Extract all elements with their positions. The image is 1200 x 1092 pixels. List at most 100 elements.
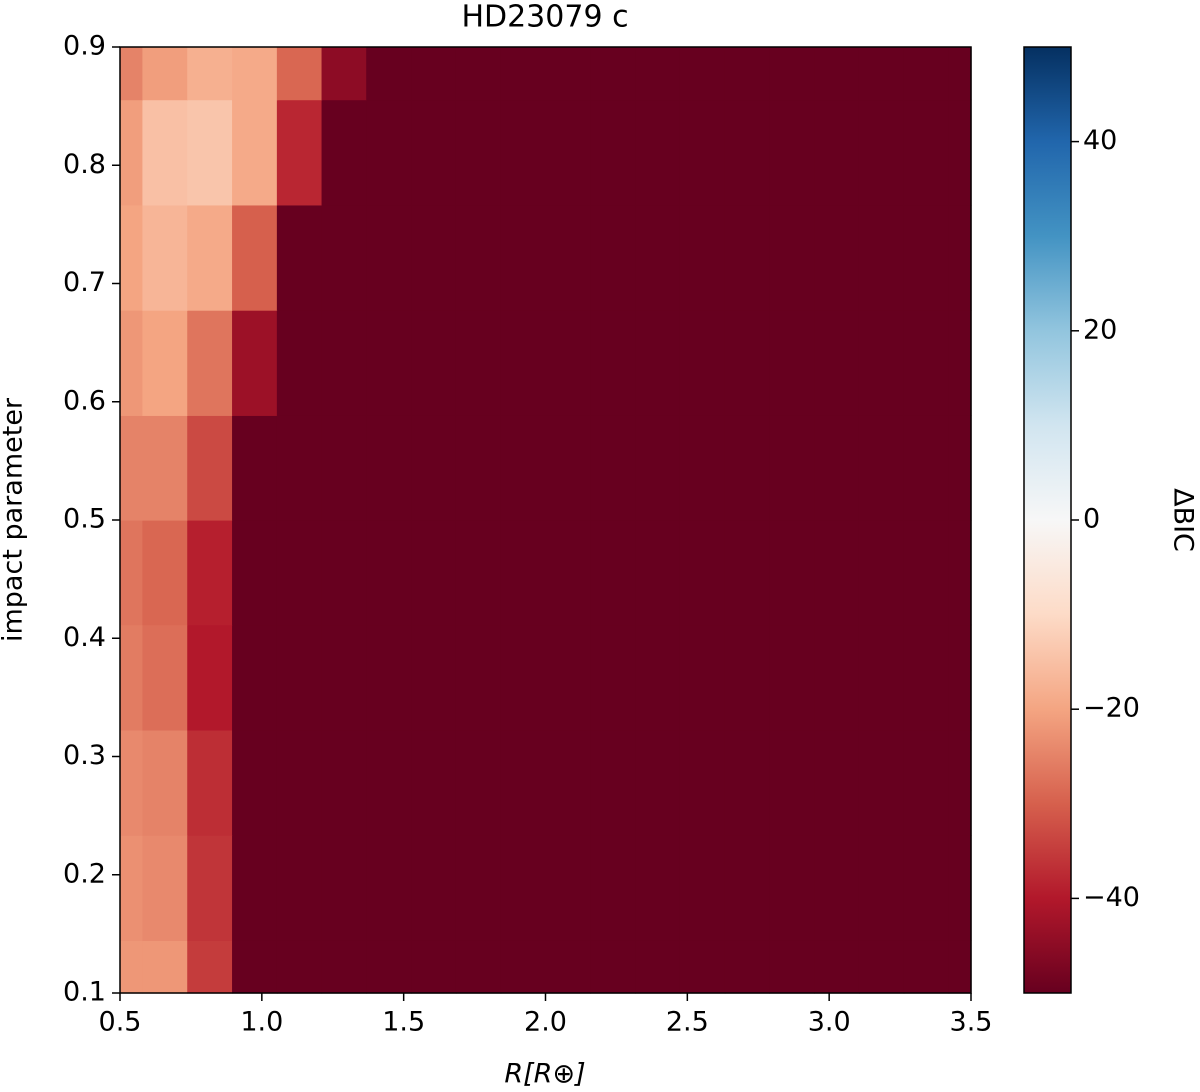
heatmap-cell bbox=[545, 99, 591, 206]
heatmap-cell bbox=[276, 99, 323, 206]
heatmap-cell bbox=[142, 940, 188, 994]
heatmap-cell bbox=[903, 310, 950, 416]
heatmap-cell bbox=[232, 624, 278, 731]
heatmap-cell bbox=[321, 624, 367, 731]
heatmap-cell bbox=[858, 835, 905, 941]
heatmap-cell bbox=[858, 520, 905, 626]
heatmap-cell bbox=[120, 204, 144, 311]
heatmap-cell bbox=[321, 729, 367, 836]
x-tick-label: 0.5 bbox=[99, 1007, 142, 1038]
heatmap-cell bbox=[814, 99, 860, 206]
heatmap-cell bbox=[120, 520, 144, 626]
heatmap-cell bbox=[635, 624, 681, 731]
heatmap-cell bbox=[545, 47, 591, 101]
heatmap-cell bbox=[724, 310, 771, 416]
heatmap-cell bbox=[120, 310, 144, 416]
x-tick-label: 3.5 bbox=[950, 1007, 993, 1038]
heatmap-cell bbox=[545, 204, 591, 311]
heatmap-cell bbox=[724, 835, 771, 941]
y-tick-label: 0.5 bbox=[63, 504, 106, 535]
heatmap-cell bbox=[120, 47, 144, 101]
heatmap-cell bbox=[411, 415, 457, 521]
heatmap-cell bbox=[366, 415, 412, 521]
heatmap-cell bbox=[948, 310, 972, 416]
heatmap-cell bbox=[321, 204, 367, 311]
heatmap-cell bbox=[903, 624, 950, 731]
y-tick-label: 0.7 bbox=[63, 267, 106, 298]
heatmap-cell bbox=[455, 835, 502, 941]
heatmap-cell bbox=[120, 729, 144, 836]
heatmap-cell bbox=[187, 624, 233, 731]
colorbar-tick-label: 20 bbox=[1083, 314, 1117, 345]
y-tick-label: 0.2 bbox=[63, 858, 106, 889]
heatmap-cell bbox=[948, 729, 972, 836]
heatmap-cell bbox=[814, 310, 860, 416]
heatmap-cell bbox=[500, 415, 547, 521]
heatmap-cell bbox=[455, 310, 502, 416]
heatmap-cell bbox=[120, 415, 144, 521]
heatmap-cell bbox=[276, 204, 323, 311]
heatmap-cell bbox=[120, 99, 144, 206]
heatmap-cell bbox=[679, 520, 726, 626]
heatmap-cell bbox=[366, 940, 412, 994]
heatmap-cell bbox=[187, 99, 233, 206]
heatmap-cell bbox=[814, 204, 860, 311]
heatmap-cell bbox=[903, 520, 950, 626]
heatmap-cell bbox=[321, 940, 367, 994]
heatmap-cell bbox=[814, 729, 860, 836]
x-axis-label: R[R⊕] bbox=[504, 1059, 585, 1090]
heatmap-cell bbox=[769, 940, 815, 994]
heatmap-cell bbox=[635, 835, 681, 941]
heatmap-cell bbox=[142, 99, 188, 206]
heatmap-cell bbox=[858, 729, 905, 836]
heatmap-cell bbox=[321, 47, 367, 101]
heatmap-cell bbox=[769, 47, 815, 101]
x-tick-label: 3.0 bbox=[808, 1007, 851, 1038]
heatmap-cell bbox=[500, 835, 547, 941]
y-tick-label: 0.1 bbox=[63, 977, 106, 1008]
heatmap-cell bbox=[120, 624, 144, 731]
heatmap-cell bbox=[724, 940, 771, 994]
heatmap-cell bbox=[679, 624, 726, 731]
heatmap-cell bbox=[948, 940, 972, 994]
heatmap-cell bbox=[411, 940, 457, 994]
heatmap-cell bbox=[366, 729, 412, 836]
heatmap-cell bbox=[276, 940, 323, 994]
heatmap-cell bbox=[590, 47, 636, 101]
y-tick-label: 0.3 bbox=[63, 740, 106, 771]
heatmap-cell bbox=[903, 835, 950, 941]
heatmap-cell bbox=[500, 310, 547, 416]
heatmap-cell bbox=[411, 204, 457, 311]
heatmap-cell bbox=[858, 624, 905, 731]
heatmap-cell bbox=[545, 415, 591, 521]
heatmap-cell bbox=[411, 729, 457, 836]
heatmap-cell bbox=[724, 415, 771, 521]
heatmap-cell bbox=[724, 729, 771, 836]
heatmap-cell bbox=[321, 99, 367, 206]
heatmap-cell bbox=[411, 624, 457, 731]
heatmap-cell bbox=[321, 835, 367, 941]
heatmap-cell bbox=[679, 47, 726, 101]
heatmap-cell bbox=[903, 729, 950, 836]
heatmap-cell bbox=[187, 940, 233, 994]
heatmap-cell bbox=[455, 99, 502, 206]
heatmap-cell bbox=[500, 204, 547, 311]
heatmap-cell bbox=[142, 47, 188, 101]
heatmap-cell bbox=[232, 204, 278, 311]
heatmap-cell bbox=[142, 415, 188, 521]
heatmap-cell bbox=[814, 835, 860, 941]
y-axis-label: impact parameter bbox=[0, 397, 29, 642]
heatmap-cell bbox=[769, 310, 815, 416]
colorbar bbox=[1023, 46, 1072, 994]
colorbar-tick-label: −20 bbox=[1083, 693, 1140, 724]
heatmap-cell bbox=[814, 624, 860, 731]
heatmap-cell bbox=[679, 204, 726, 311]
heatmap-cell bbox=[545, 940, 591, 994]
heatmap-cell bbox=[858, 310, 905, 416]
heatmap-cell bbox=[769, 624, 815, 731]
heatmap-cell bbox=[120, 940, 144, 994]
heatmap-cell bbox=[590, 624, 636, 731]
heatmap-cell bbox=[769, 415, 815, 521]
heatmap-cell bbox=[232, 310, 278, 416]
heatmap-cell bbox=[635, 310, 681, 416]
